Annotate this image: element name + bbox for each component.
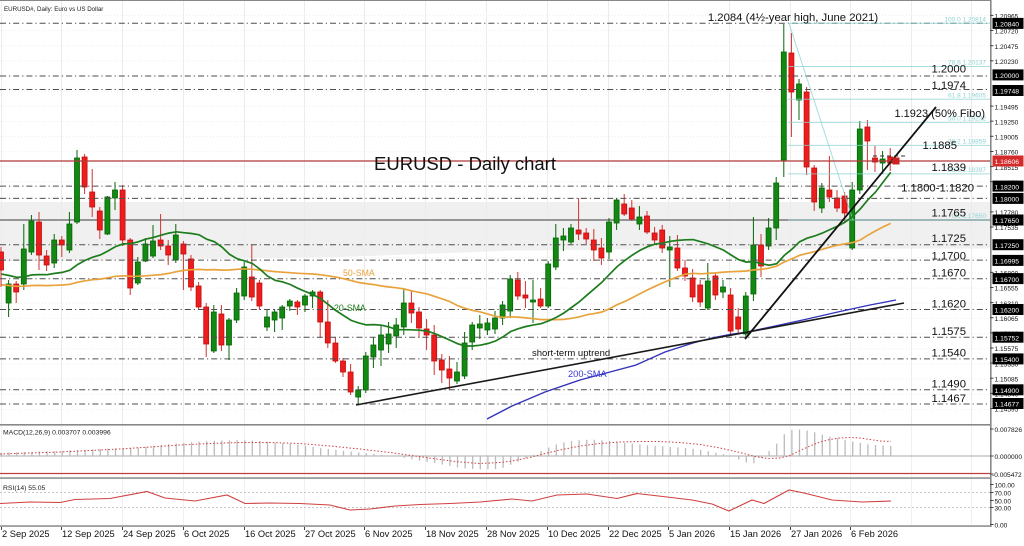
svg-text:RSI(14) 55.05: RSI(14) 55.05 bbox=[3, 485, 46, 492]
svg-text:1.1839: 1.1839 bbox=[931, 162, 966, 174]
svg-text:1.15400: 1.15400 bbox=[995, 357, 1020, 364]
svg-text:27 Oct 2025: 27 Oct 2025 bbox=[305, 529, 356, 539]
svg-text:0.000000: 0.000000 bbox=[995, 454, 1023, 461]
svg-text:1.2084 (4½-year high, June 202: 1.2084 (4½-year high, June 2021) bbox=[708, 12, 878, 24]
svg-text:0.00: 0.00 bbox=[995, 523, 1008, 530]
svg-text:1.16065: 1.16065 bbox=[995, 316, 1019, 323]
svg-text:61.8 1.19605: 61.8 1.19605 bbox=[948, 92, 986, 99]
svg-text:1.20840: 1.20840 bbox=[995, 22, 1020, 29]
svg-text:EURUSD#, Daily: Euro vs US Do: EURUSD#, Daily: Euro vs US Dollar bbox=[4, 6, 103, 13]
svg-text:1.15085: 1.15085 bbox=[995, 376, 1019, 383]
svg-text:38.2 1.18859: 38.2 1.18859 bbox=[948, 138, 986, 145]
svg-text:100.0 1.20814: 100.0 1.20814 bbox=[944, 16, 986, 23]
svg-text:27 Jan 2026: 27 Jan 2026 bbox=[791, 529, 842, 539]
svg-text:1.20475: 1.20475 bbox=[995, 44, 1019, 51]
svg-text:1.1467: 1.1467 bbox=[931, 393, 966, 405]
svg-text:50.0 1.19232: 50.0 1.19232 bbox=[948, 115, 986, 122]
svg-text:1.19748: 1.19748 bbox=[995, 89, 1020, 96]
svg-text:1.20230: 1.20230 bbox=[995, 59, 1019, 66]
svg-text:20-SMA: 20-SMA bbox=[334, 303, 366, 313]
svg-text:1.16995: 1.16995 bbox=[995, 259, 1020, 266]
svg-text:6 Oct 2025: 6 Oct 2025 bbox=[184, 529, 229, 539]
svg-text:1.18515: 1.18515 bbox=[995, 165, 1019, 172]
svg-text:1.18200: 1.18200 bbox=[995, 184, 1020, 191]
svg-text:1.15575: 1.15575 bbox=[995, 346, 1019, 353]
svg-text:5 Jan 2026: 5 Jan 2026 bbox=[669, 529, 715, 539]
svg-text:70.00: 70.00 bbox=[995, 491, 1012, 498]
svg-text:6 Feb 2026: 6 Feb 2026 bbox=[851, 529, 898, 539]
svg-text:1.14595: 1.14595 bbox=[995, 407, 1019, 414]
svg-text:1.1540: 1.1540 bbox=[931, 348, 966, 360]
svg-text:1.1575: 1.1575 bbox=[931, 326, 966, 338]
svg-text:1.1700: 1.1700 bbox=[931, 251, 966, 263]
svg-text:1.18760: 1.18760 bbox=[995, 150, 1019, 157]
svg-text:1.1490: 1.1490 bbox=[931, 379, 966, 391]
svg-text:1.20720: 1.20720 bbox=[995, 29, 1019, 36]
svg-text:12 Sep 2025: 12 Sep 2025 bbox=[62, 529, 115, 539]
svg-text:short-term uptrend: short-term uptrend bbox=[532, 348, 610, 359]
svg-text:28 Nov 2025: 28 Nov 2025 bbox=[487, 529, 540, 539]
svg-text:1.16555: 1.16555 bbox=[995, 286, 1019, 293]
svg-text:1.19005: 1.19005 bbox=[995, 135, 1019, 142]
svg-text:1.14900: 1.14900 bbox=[995, 388, 1020, 395]
svg-text:1.19250: 1.19250 bbox=[995, 119, 1019, 126]
svg-text:22 Dec 2025: 22 Dec 2025 bbox=[609, 529, 662, 539]
svg-text:78.6 1.20137: 78.6 1.20137 bbox=[948, 60, 986, 67]
svg-text:50-SMA: 50-SMA bbox=[343, 268, 375, 278]
svg-text:15 Jan 2026: 15 Jan 2026 bbox=[730, 529, 781, 539]
svg-text:50.00: 50.00 bbox=[995, 499, 1012, 506]
svg-text:1.20965: 1.20965 bbox=[995, 14, 1019, 21]
svg-text:23.6 1.18397: 23.6 1.18397 bbox=[948, 167, 986, 174]
svg-text:0.007826: 0.007826 bbox=[995, 427, 1023, 434]
svg-text:1.1765: 1.1765 bbox=[931, 207, 966, 219]
svg-text:2 Sep 2025: 2 Sep 2025 bbox=[2, 529, 50, 539]
svg-text:1.1923 (50% Fibo): 1.1923 (50% Fibo) bbox=[895, 108, 986, 120]
svg-text:6 Nov 2025: 6 Nov 2025 bbox=[365, 529, 413, 539]
svg-text:1.18000: 1.18000 bbox=[995, 197, 1020, 204]
svg-text:-0.005472: -0.005472 bbox=[992, 472, 1022, 479]
svg-text:1.18606: 1.18606 bbox=[995, 159, 1020, 166]
svg-text:1.2000: 1.2000 bbox=[931, 64, 966, 76]
svg-text:1.19495: 1.19495 bbox=[995, 104, 1019, 111]
svg-text:1.20000: 1.20000 bbox=[995, 73, 1020, 80]
svg-text:1.17650: 1.17650 bbox=[995, 218, 1020, 225]
svg-text:1.15330: 1.15330 bbox=[995, 361, 1019, 368]
svg-text:1.17250: 1.17250 bbox=[995, 243, 1020, 250]
svg-text:1.14677: 1.14677 bbox=[995, 402, 1020, 409]
svg-text:24 Sep 2025: 24 Sep 2025 bbox=[123, 529, 176, 539]
svg-text:MACD(12,26,9) 0.003707 0.00399: MACD(12,26,9) 0.003707 0.003996 bbox=[3, 430, 111, 437]
svg-text:1.1974: 1.1974 bbox=[931, 80, 966, 92]
svg-text:1.16200: 1.16200 bbox=[995, 308, 1020, 315]
svg-text:1.17535: 1.17535 bbox=[995, 225, 1019, 232]
svg-text:18 Nov 2025: 18 Nov 2025 bbox=[426, 529, 479, 539]
svg-text:EURUSD - Daily chart: EURUSD - Daily chart bbox=[374, 153, 556, 174]
svg-text:1.1670: 1.1670 bbox=[931, 268, 966, 280]
svg-text:16 Oct 2025: 16 Oct 2025 bbox=[245, 529, 296, 539]
svg-text:1.17780: 1.17780 bbox=[995, 210, 1019, 217]
svg-text:1.16700: 1.16700 bbox=[995, 277, 1020, 284]
svg-text:100.00: 100.00 bbox=[995, 483, 1016, 490]
svg-text:30.00: 30.00 bbox=[995, 506, 1012, 513]
svg-text:1.1885: 1.1885 bbox=[922, 140, 957, 152]
svg-text:200-SMA: 200-SMA bbox=[568, 369, 608, 379]
svg-text:10 Dec 2025: 10 Dec 2025 bbox=[548, 529, 601, 539]
svg-text:0.0 1.17650: 0.0 1.17650 bbox=[952, 213, 987, 220]
svg-text:1.1800-1.1820: 1.1800-1.1820 bbox=[901, 183, 974, 195]
svg-text:1.1725: 1.1725 bbox=[931, 233, 966, 245]
svg-text:1.15752: 1.15752 bbox=[995, 335, 1020, 342]
svg-text:1.1620: 1.1620 bbox=[931, 299, 966, 311]
